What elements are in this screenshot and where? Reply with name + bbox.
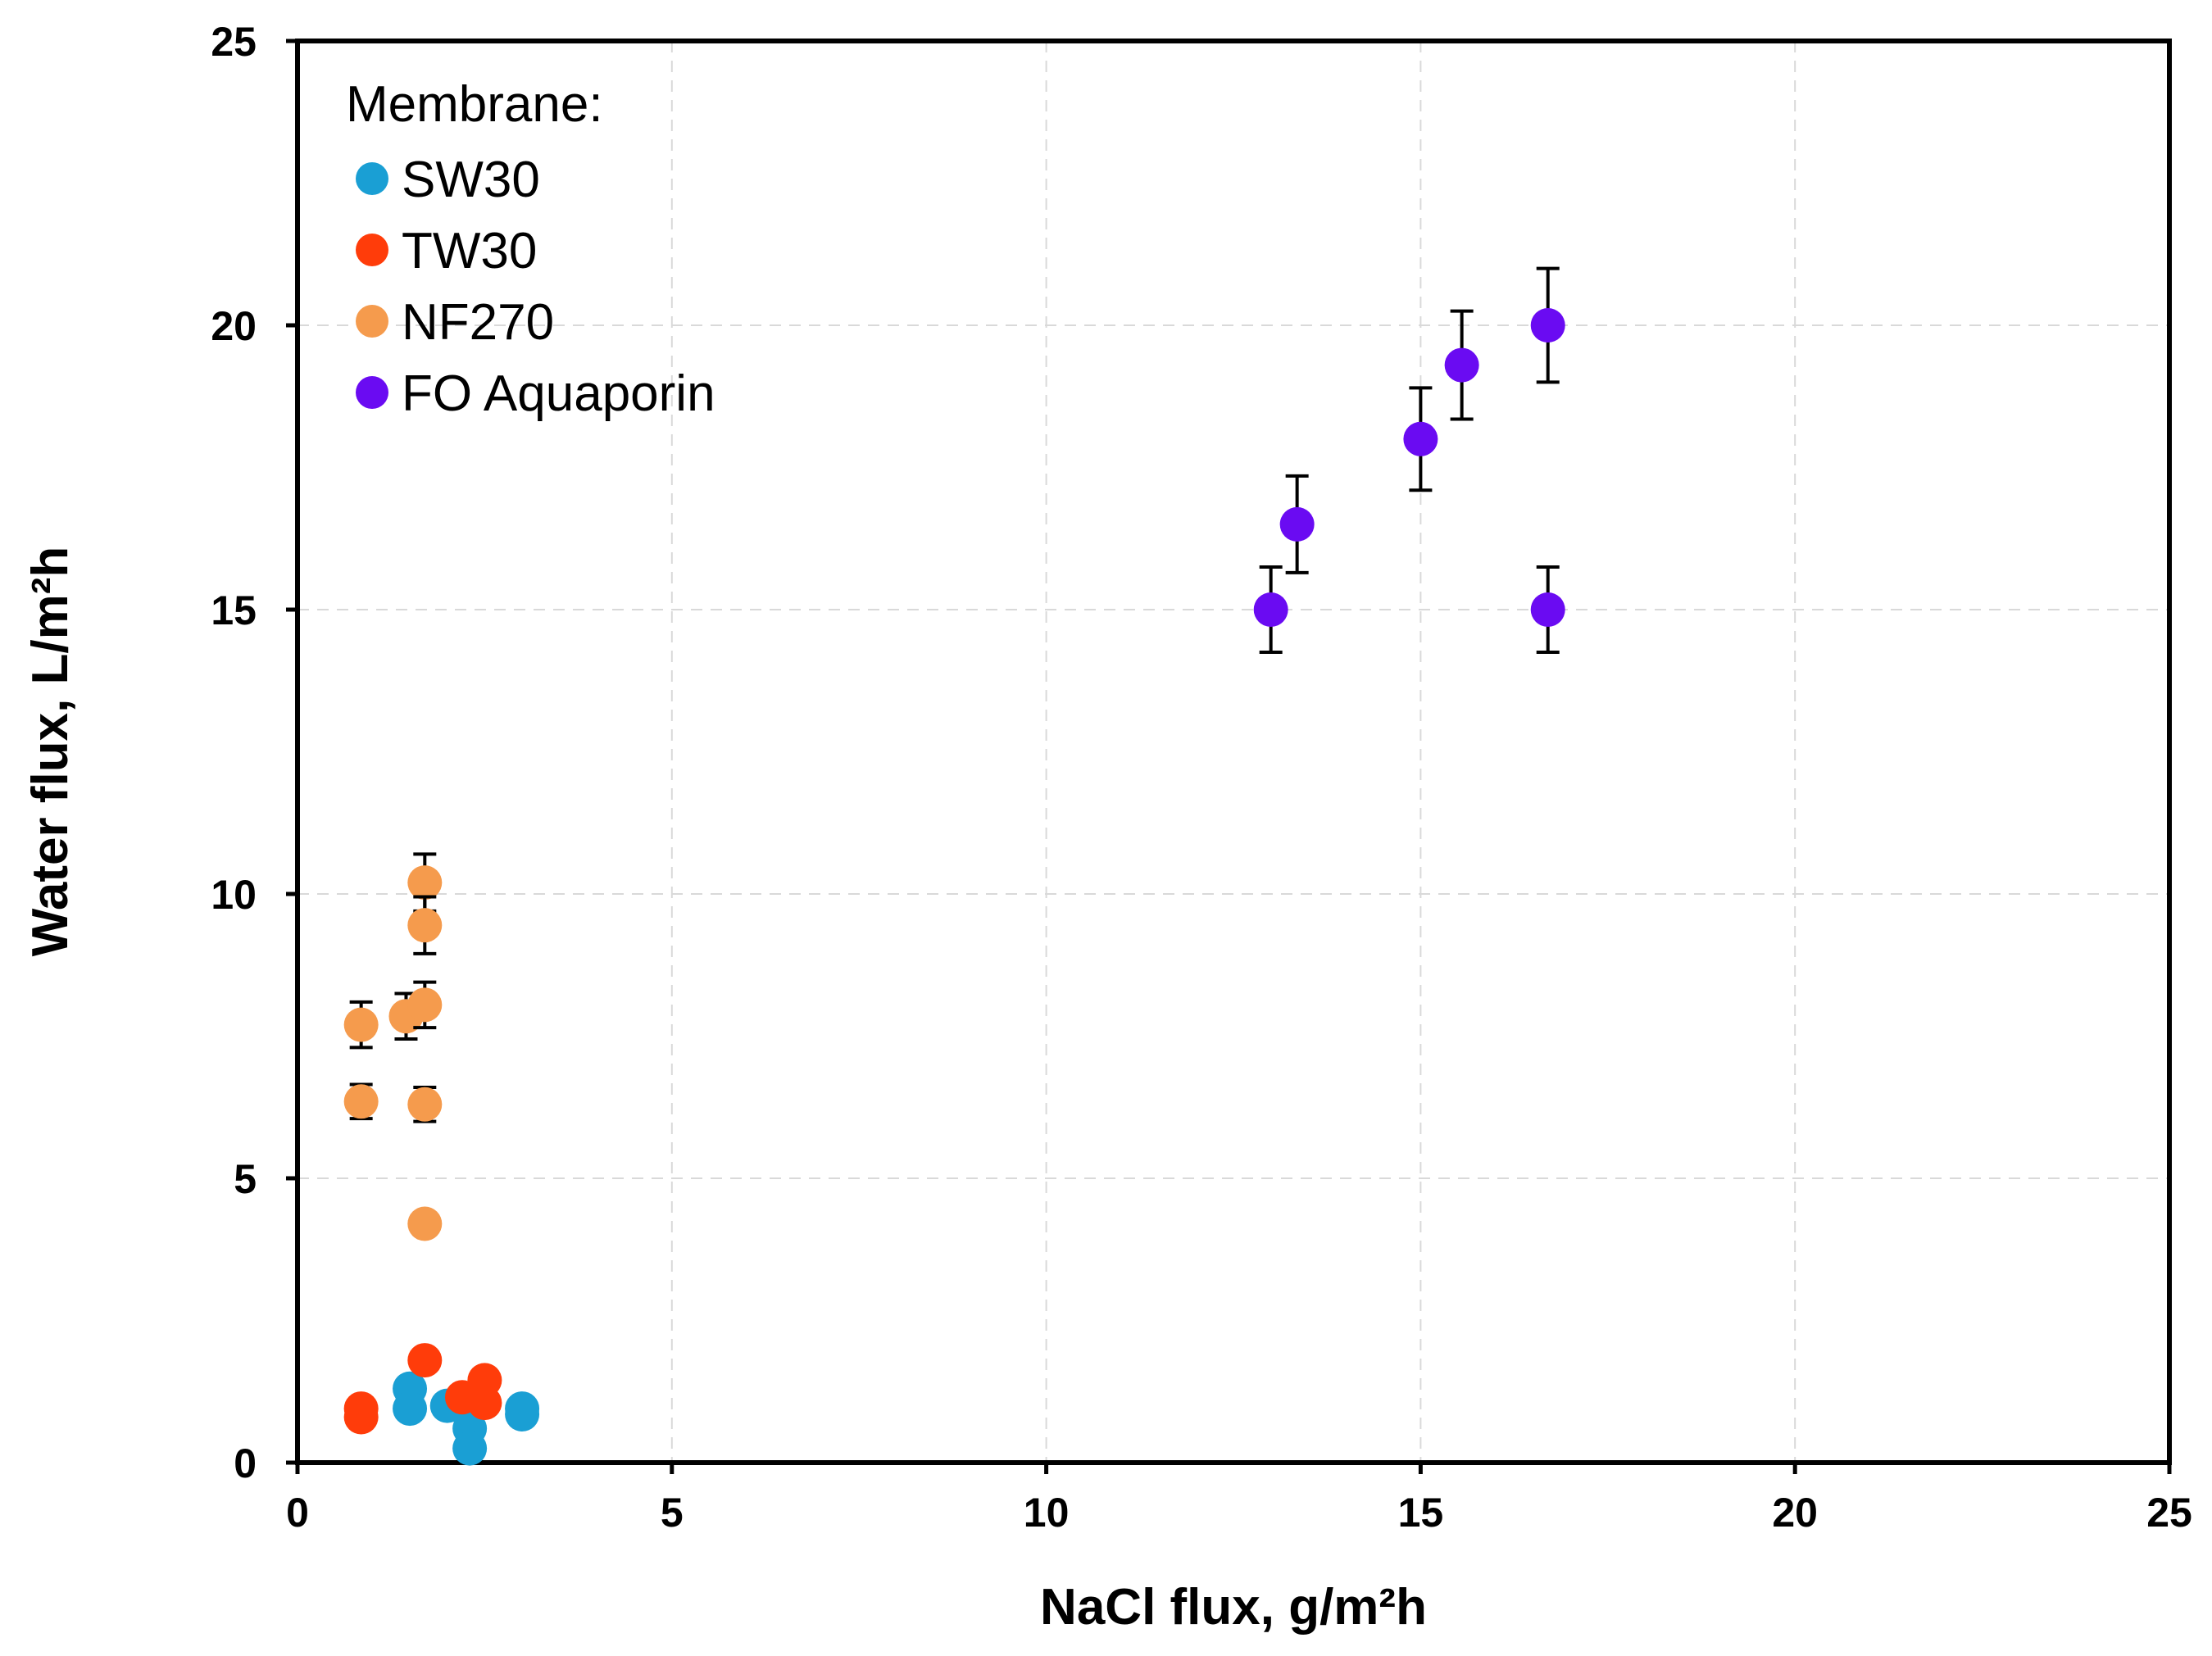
data-point	[505, 1397, 540, 1432]
series-fo-aquaporin	[1253, 266, 1565, 655]
data-point	[1253, 592, 1288, 627]
series-tw30	[343, 1343, 502, 1435]
legend-entry-label: FO Aquaporin	[402, 365, 715, 422]
data-point	[407, 987, 443, 1023]
legend: Membrane: SW30 TW30 NF270 FO Aquaporin	[346, 76, 715, 422]
y-tick-label: 25	[211, 19, 257, 65]
data-point	[1444, 347, 1479, 383]
y-axis-ticks: 0 5 10 15 20 25	[211, 19, 298, 1486]
data-point	[407, 1206, 443, 1241]
series-nf270	[343, 852, 443, 1241]
data-point	[467, 1386, 502, 1421]
x-tick-label: 5	[661, 1490, 684, 1536]
y-tick-label: 15	[211, 588, 257, 633]
data-point	[1530, 308, 1565, 343]
x-tick-label: 20	[1772, 1490, 1818, 1536]
legend-entry-label: NF270	[402, 294, 554, 351]
data-points	[343, 266, 1565, 1466]
data-point	[407, 908, 443, 943]
data-point	[343, 1084, 379, 1119]
data-point	[343, 1400, 379, 1435]
x-tick-label: 15	[1398, 1490, 1444, 1536]
data-point	[407, 865, 443, 901]
data-point	[452, 1431, 488, 1466]
legend-marker	[356, 376, 388, 409]
y-tick-label: 20	[211, 303, 257, 349]
data-point	[1403, 421, 1438, 456]
legend-title: Membrane:	[346, 76, 603, 133]
x-tick-label: 0	[286, 1490, 309, 1536]
legend-entry-label: TW30	[402, 223, 537, 279]
x-tick-label: 25	[2146, 1490, 2192, 1536]
x-axis-ticks: 0 5 10 15 20 25	[286, 1463, 2192, 1536]
grid-lines	[298, 41, 2169, 1463]
y-tick-label: 5	[234, 1156, 257, 1202]
legend-marker	[356, 162, 388, 195]
y-axis-title: Water flux, L/m²h	[22, 547, 79, 957]
data-point	[407, 1343, 443, 1378]
plot-area-frame	[295, 39, 2172, 1465]
y-tick-label: 10	[211, 872, 257, 918]
legend-entry-label: SW30	[402, 152, 540, 208]
data-point	[393, 1391, 428, 1427]
data-point	[343, 1007, 379, 1042]
y-tick-label: 0	[234, 1440, 257, 1486]
x-axis-title: NaCl flux, g/m²h	[1040, 1579, 1427, 1636]
data-point	[1530, 592, 1565, 627]
data-point	[407, 1087, 443, 1122]
legend-marker	[356, 305, 388, 338]
x-tick-label: 10	[1024, 1490, 1070, 1536]
legend-marker	[356, 234, 388, 266]
data-point	[1279, 506, 1315, 542]
